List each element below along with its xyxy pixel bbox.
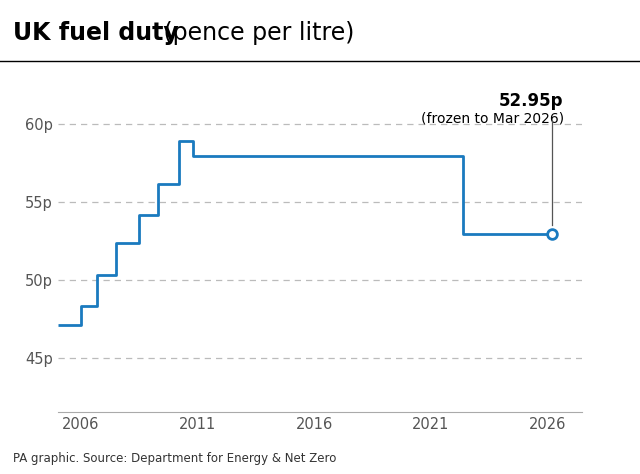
Text: UK fuel duty: UK fuel duty: [13, 21, 179, 46]
Text: 52.95p: 52.95p: [499, 91, 564, 109]
Text: PA graphic. Source: Department for Energy & Net Zero: PA graphic. Source: Department for Energ…: [13, 453, 336, 465]
Text: (frozen to Mar 2026): (frozen to Mar 2026): [420, 112, 564, 126]
Text: (pence per litre): (pence per litre): [156, 21, 354, 46]
